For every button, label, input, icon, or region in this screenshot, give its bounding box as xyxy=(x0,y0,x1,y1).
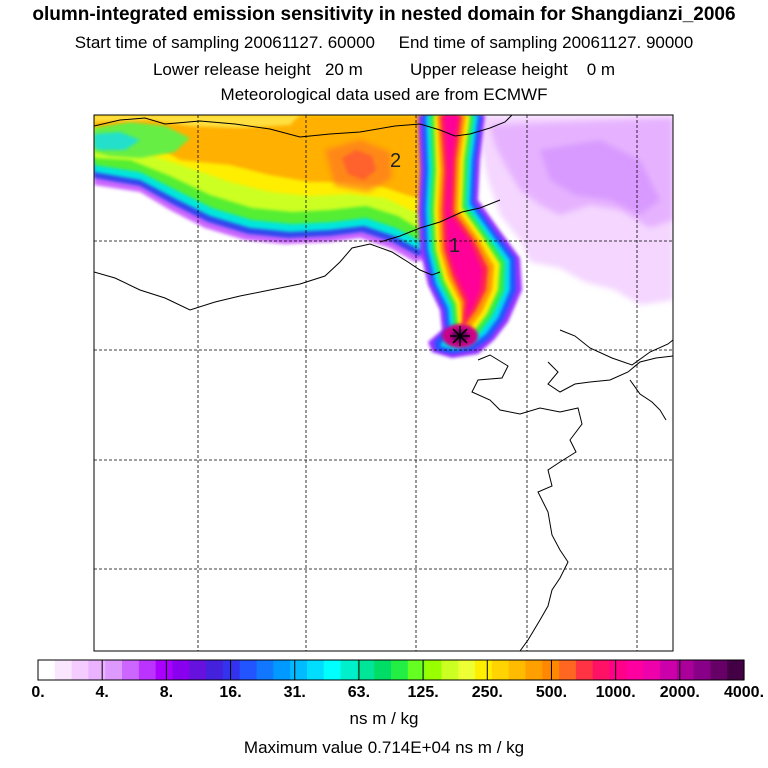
colorbar-segment xyxy=(54,660,73,680)
colorbar-tick-label: 16. xyxy=(219,684,242,701)
colorbar-segment xyxy=(71,660,90,680)
colorbar-segment xyxy=(155,660,174,680)
colorbar-segment xyxy=(575,660,594,680)
colorbar-segment xyxy=(559,660,577,680)
map-boundaries xyxy=(94,115,673,651)
colorbar-segment xyxy=(206,660,224,680)
colorbar-tick-label: 4000. xyxy=(723,684,765,701)
colorbar-segment xyxy=(727,660,745,680)
colorbar-segment xyxy=(256,660,274,680)
colorbar-segment xyxy=(222,660,241,680)
release-height-line: Lower release height 20 m Upper release … xyxy=(0,60,768,80)
plume-northwest-cyan xyxy=(94,132,140,150)
colorbar-segment xyxy=(105,660,123,680)
max-value: 0.714E+04 ns m / kg xyxy=(367,738,525,757)
colorbar-segment xyxy=(424,660,443,680)
colorbar-segment xyxy=(659,660,678,680)
colorbar-segment xyxy=(38,660,56,680)
colorbar-segment xyxy=(407,660,426,680)
colorbar-tick-label: 31. xyxy=(283,684,306,701)
lower-height-value: 20 m xyxy=(324,60,363,79)
colorbar-tick-label: 2000. xyxy=(659,684,700,701)
island-line xyxy=(629,379,667,421)
colorbar-tick-label: 8. xyxy=(159,684,174,701)
hotspot-orange-ring xyxy=(325,140,392,192)
colorbar-segment xyxy=(374,660,392,680)
colorbar-segment xyxy=(172,660,190,680)
end-time-value: 20061127. 90000 xyxy=(562,33,694,52)
colorbar-segment xyxy=(239,660,258,680)
colorbar-segment xyxy=(189,660,207,680)
colorbar-segment xyxy=(491,660,510,680)
sampling-time-line: Start time of sampling 20061127. 60000 E… xyxy=(0,33,768,53)
graticule xyxy=(94,115,673,651)
plume-column-magenta xyxy=(444,115,482,318)
colorbar-segment xyxy=(306,660,325,680)
border-north xyxy=(94,115,513,138)
plume-label-2: 2 xyxy=(390,150,401,172)
colorbar-segment xyxy=(458,660,476,680)
colorbar-tick-label: 125. xyxy=(407,684,439,701)
colorbar-segment xyxy=(273,660,291,680)
colorbar-segment xyxy=(508,660,527,680)
colorbar-frame xyxy=(37,659,745,681)
colorbar-segment xyxy=(475,660,493,680)
met-data-line: Meteorological data used are from ECMWF xyxy=(220,85,548,104)
haze-east-inner xyxy=(540,140,660,215)
colorbar-tick-label: 250. xyxy=(471,684,503,701)
max-value-label: Maximum value xyxy=(243,738,363,757)
start-time-label: Start time of sampling xyxy=(74,33,240,52)
colorbar-segment xyxy=(441,660,459,680)
colorbar-segment xyxy=(525,660,543,680)
colorbar-segment xyxy=(357,660,375,680)
colorbar-units: ns m / kg xyxy=(349,709,419,728)
colorbar xyxy=(37,659,745,681)
border-inner xyxy=(379,199,501,243)
maximum-value-line: Maximum value 0.714E+04 ns m / kg xyxy=(0,738,768,758)
colorbar-tick-label: 1000. xyxy=(595,684,636,701)
end-time-label: End time of sampling xyxy=(398,33,558,52)
colorbar-segment xyxy=(643,660,661,680)
upper-height-value: 0 m xyxy=(586,60,616,79)
colorbar-segment xyxy=(592,660,611,680)
asterisk-icon xyxy=(450,326,470,346)
map-frame xyxy=(93,114,674,652)
colorbar-tick-label: 500. xyxy=(535,684,568,701)
colorbar-segment xyxy=(323,660,342,680)
colorbar-segment xyxy=(138,660,157,680)
plot-title: olumn-integrated emission sensitivity in… xyxy=(32,4,736,25)
colorbar-segment xyxy=(290,660,308,680)
sensitivity-field xyxy=(94,115,673,358)
colorbar-tick-label: 63. xyxy=(347,684,371,701)
colorbar-segment xyxy=(340,660,358,680)
colorbar-segment xyxy=(391,660,409,680)
colorbar-segment xyxy=(88,660,106,680)
border-southwest xyxy=(94,243,441,311)
colorbar-segment xyxy=(693,660,711,680)
colorbar-segment xyxy=(626,660,644,680)
colorbar-segment xyxy=(710,660,728,680)
colorbar-segment xyxy=(122,660,140,680)
colorbar-tick-label: 0. xyxy=(31,684,45,701)
plume-label-1: 1 xyxy=(449,235,460,257)
colorbar-segment xyxy=(676,660,695,680)
colorbar-tick-label: 4. xyxy=(95,684,109,701)
colorbar-segment xyxy=(609,660,627,680)
lower-height-label: Lower release height xyxy=(152,60,311,79)
coastline-east xyxy=(559,329,673,366)
upper-height-label: Upper release height xyxy=(409,60,568,79)
coastline-korea xyxy=(471,354,583,651)
coastline-north-korea xyxy=(547,355,673,393)
start-time-value: 20061127. 60000 xyxy=(243,33,376,52)
